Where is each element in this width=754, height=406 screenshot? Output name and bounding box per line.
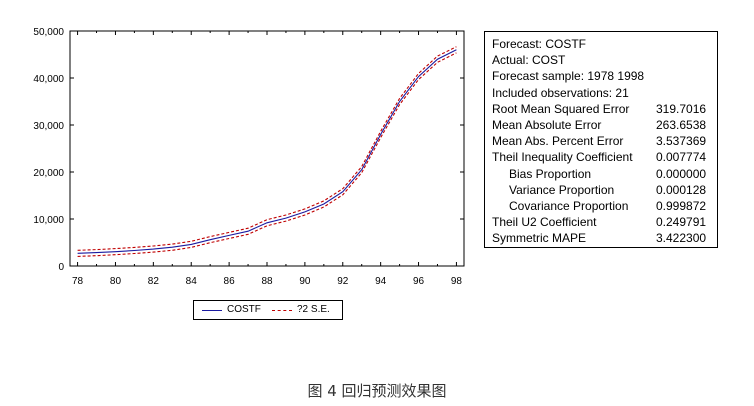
x-tick-label: 82	[148, 276, 160, 287]
series-lines	[77, 46, 457, 257]
x-tick-label: 96	[413, 276, 425, 287]
stat-label: Bias Proportion	[509, 166, 592, 181]
plot-frame	[69, 30, 465, 267]
stat-row: Included observations: 21	[492, 85, 717, 101]
stat-label: Forecast: COSTF	[492, 37, 587, 51]
y-tick-label: 10,000	[33, 215, 64, 226]
stat-row: Actual: COST	[492, 52, 717, 68]
stat-row: Bias Proportion 0.000000	[492, 166, 717, 182]
stat-row: Forecast sample: 1978 1998	[492, 68, 717, 84]
y-axis: 0 10,000 20,000 30,000 40,000 50,000	[33, 27, 464, 273]
stat-label: Theil Inequality Coefficient	[492, 150, 633, 165]
stat-row: Variance Proportion 0.000128	[492, 182, 717, 198]
stat-label: Mean Absolute Error	[492, 117, 602, 132]
y-tick-label: 0	[58, 262, 64, 273]
stat-label: Symmetric MAPE	[492, 231, 587, 246]
stat-row: Root Mean Squared Error 319.7016	[492, 101, 717, 117]
stat-value: 0.249791	[656, 215, 707, 230]
series-line-0	[77, 49, 457, 254]
x-axis: 78 80 82 84 86 88 90 92 94 96 98	[72, 31, 462, 287]
x-tick-label: 90	[299, 276, 311, 287]
x-tick-label: 92	[337, 276, 349, 287]
stat-label: Variance Proportion	[509, 182, 615, 197]
x-tick-label: 94	[375, 276, 387, 287]
forecast-chart: 0 10,000 20,000 30,000 40,000 50,000 78 80 82 84…	[33, 27, 465, 287]
legend-swatch-costf	[202, 310, 222, 311]
stat-label: Covariance Proportion	[509, 198, 629, 213]
y-tick-label: 50,000	[33, 27, 64, 38]
stat-row: Covariance Proportion 0.999872	[492, 198, 717, 214]
series-line-1	[77, 46, 457, 251]
legend-label-se: ?2 S.E.	[297, 304, 330, 315]
stat-label: Actual: COST	[492, 53, 566, 68]
stat-row: Forecast: COSTF	[492, 36, 717, 52]
chart-legend: COSTF ?2 S.E.	[193, 300, 343, 320]
stat-row: Theil U2 Coefficient 0.249791	[492, 214, 717, 230]
x-tick-label: 86	[224, 276, 236, 287]
stat-value: 3.422300	[656, 231, 707, 246]
stat-label: Forecast sample: 1978 1998	[492, 69, 645, 84]
stat-value: 263.6538	[656, 117, 707, 132]
x-tick-label: 84	[186, 276, 198, 287]
stat-row: Mean Absolute Error 263.6538	[492, 117, 717, 133]
stat-label: Root Mean Squared Error	[492, 101, 630, 116]
stat-value: 3.537369	[656, 134, 707, 149]
x-tick-label: 80	[110, 276, 122, 287]
legend-swatch-se	[272, 310, 292, 311]
stat-label: Included observations: 21	[492, 85, 629, 100]
y-tick-label: 40,000	[33, 74, 64, 85]
x-tick-label: 78	[72, 276, 84, 287]
stat-label: Mean Abs. Percent Error	[492, 134, 624, 149]
stat-value: 0.000128	[656, 182, 707, 197]
stat-label: Theil U2 Coefficient	[492, 215, 597, 230]
y-tick-label: 20,000	[33, 168, 64, 179]
figure-caption: 图 4 回归预测效果图	[307, 382, 447, 400]
x-tick-label: 88	[261, 276, 273, 287]
legend-label-costf: COSTF	[227, 304, 261, 315]
stat-value: 319.7016	[656, 101, 707, 116]
y-tick-label: 30,000	[33, 121, 64, 132]
stat-value: 0.999872	[656, 198, 707, 213]
stat-value: 0.000000	[656, 166, 707, 181]
stat-value: 0.007774	[656, 150, 707, 165]
stat-row: Mean Abs. Percent Error 3.537369	[492, 133, 717, 149]
series-line-2	[77, 52, 457, 257]
stat-row: Symmetric MAPE 3.422300	[492, 230, 717, 246]
x-tick-label: 98	[451, 276, 463, 287]
stat-row: Theil Inequality Coefficient 0.007774	[492, 149, 717, 165]
forecast-statistics-table: Forecast: COSTF Actual: COST Forecast samp…	[484, 31, 718, 248]
